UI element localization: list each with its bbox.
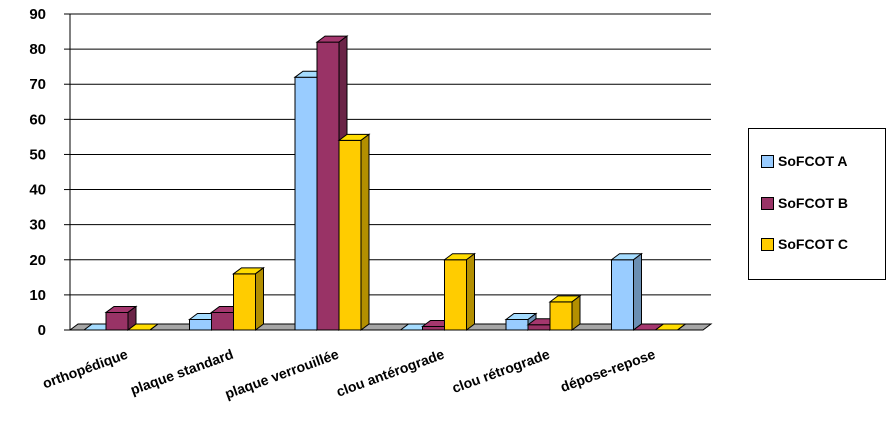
bar bbox=[654, 323, 687, 331]
legend: SoFCOT A SoFCOT B SoFCOT C bbox=[748, 128, 886, 280]
bar-side bbox=[677, 323, 686, 331]
bar bbox=[126, 323, 160, 331]
bar bbox=[104, 305, 138, 331]
bar-side bbox=[255, 266, 264, 331]
legend-swatch bbox=[761, 237, 774, 251]
x-tick-label: plaque verrouillée bbox=[223, 346, 341, 402]
bar-side bbox=[466, 252, 475, 331]
bar-side bbox=[149, 323, 159, 331]
bar bbox=[337, 133, 371, 331]
bar-front bbox=[338, 139, 362, 331]
bar-side bbox=[633, 252, 642, 331]
bar-side bbox=[571, 294, 581, 331]
x-tick-label: dépose-repose bbox=[558, 346, 657, 395]
bars bbox=[82, 35, 687, 331]
x-tick-label: plaque standard bbox=[128, 346, 235, 398]
bar-front bbox=[444, 259, 467, 331]
y-tick-label: 70 bbox=[29, 76, 46, 93]
y-tick-label: 10 bbox=[29, 287, 46, 304]
x-tick-label: orthopédique bbox=[40, 346, 130, 392]
legend-swatch bbox=[761, 196, 774, 210]
bar-front bbox=[294, 76, 318, 331]
bar-front bbox=[233, 273, 256, 331]
gridlines bbox=[70, 13, 711, 296]
y-tick-labels: 0 10 20 30 40 50 60 70 80 90 bbox=[29, 6, 70, 339]
legend-label: SoFCOT A bbox=[778, 153, 848, 169]
bar bbox=[232, 266, 265, 331]
y-tick-label: 20 bbox=[29, 252, 46, 269]
legend-label: SoFCOT C bbox=[778, 236, 848, 252]
bar-front bbox=[611, 259, 634, 331]
bar bbox=[548, 294, 582, 331]
bar-front bbox=[316, 41, 340, 331]
bar-front bbox=[211, 311, 234, 331]
y-tick-label: 30 bbox=[29, 217, 46, 234]
y-tick-label: 50 bbox=[29, 146, 46, 163]
y-tick-label: 90 bbox=[29, 6, 46, 23]
bar-front bbox=[422, 325, 445, 331]
y-tick-label: 80 bbox=[29, 41, 46, 58]
legend-item: SoFCOT B bbox=[761, 195, 848, 211]
bar-front bbox=[527, 324, 551, 331]
y-tick-label: 60 bbox=[29, 111, 46, 128]
bar bbox=[610, 252, 643, 331]
y-tick-label: 0 bbox=[38, 322, 46, 339]
y-tick-label: 40 bbox=[29, 182, 46, 199]
legend-item: SoFCOT A bbox=[761, 153, 847, 169]
legend-item: SoFCOT C bbox=[761, 236, 848, 252]
x-tick-label: clou rétrograde bbox=[450, 346, 552, 396]
bar-side bbox=[360, 133, 370, 331]
legend-swatch bbox=[761, 154, 774, 168]
legend-label: SoFCOT B bbox=[778, 195, 848, 211]
bar bbox=[443, 252, 476, 331]
x-tick-label: clou antérograde bbox=[334, 346, 446, 400]
bar-front bbox=[105, 311, 129, 331]
bar-front bbox=[549, 301, 573, 331]
bar-front bbox=[189, 318, 212, 331]
bar-front bbox=[505, 318, 529, 331]
